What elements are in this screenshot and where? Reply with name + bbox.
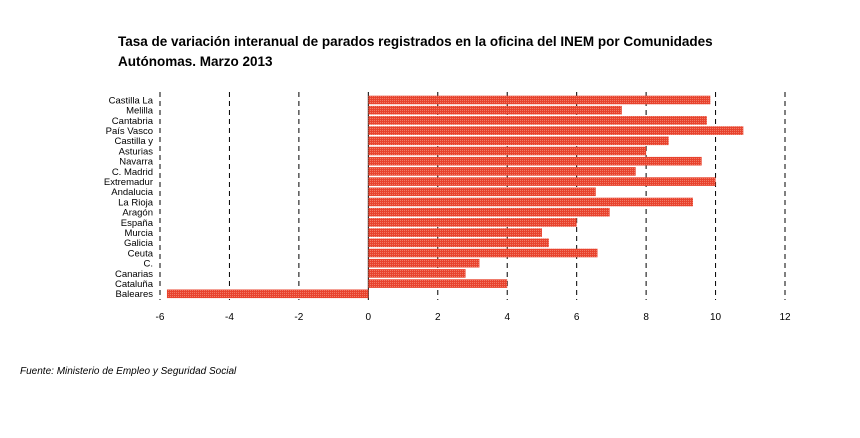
category-label: España <box>121 218 154 229</box>
bar <box>166 289 369 299</box>
bar <box>368 207 610 217</box>
bar <box>368 248 598 258</box>
category-label: Asturias <box>119 146 154 157</box>
bar <box>368 269 466 278</box>
category-label: La Rioja <box>118 197 154 208</box>
source-note: Fuente: Ministerio de Empleo y Seguridad… <box>20 366 237 377</box>
category-label: Castilla La <box>109 95 154 106</box>
x-tick-label: 0 <box>366 312 372 323</box>
category-label: Cataluña <box>115 279 154 290</box>
x-axis: -6 -4 -2 0 2 4 6 8 10 12 <box>156 312 791 323</box>
chart-title: Tasa de variación interanual de parados … <box>118 32 798 72</box>
category-label: Navarra <box>119 157 154 168</box>
category-label: C. <box>144 259 154 270</box>
category-label: Galicia <box>124 238 154 249</box>
bar <box>368 218 577 227</box>
category-label: Baleares <box>116 289 154 300</box>
bar <box>368 105 622 115</box>
bar <box>368 228 542 237</box>
x-tick-label: 10 <box>710 312 722 323</box>
bar <box>368 197 693 207</box>
category-label: Canarias <box>115 269 153 280</box>
chart-title-line-2: Autónomas. Marzo 2013 <box>118 54 273 69</box>
bar <box>368 136 669 146</box>
x-tick-label: 4 <box>504 312 510 323</box>
bar <box>368 187 596 197</box>
category-label: Andalucia <box>111 187 153 198</box>
category-label: C. Madrid <box>112 167 153 178</box>
bar <box>368 279 508 288</box>
x-tick-label: -2 <box>294 312 303 323</box>
bar <box>368 95 711 105</box>
bar <box>368 238 549 248</box>
x-tick-label: 2 <box>435 312 441 323</box>
bar <box>368 156 702 166</box>
x-tick-label: 12 <box>779 312 791 323</box>
bar <box>368 126 744 135</box>
bar <box>368 167 636 176</box>
bar <box>368 177 716 186</box>
category-label: Melilla <box>126 106 154 117</box>
category-label: Murcia <box>124 228 153 239</box>
bars <box>166 95 744 299</box>
x-tick-label: 6 <box>574 312 580 323</box>
x-tick-label: -4 <box>225 312 234 323</box>
x-tick-label: -6 <box>156 312 165 323</box>
category-label: Aragón <box>122 208 153 219</box>
category-label: Extremadur <box>104 177 153 188</box>
category-label: Castilla y <box>114 136 153 147</box>
bar <box>368 258 480 268</box>
x-tick-label: 8 <box>643 312 649 323</box>
category-label: Ceuta <box>128 248 154 259</box>
category-label: País Vasco <box>106 126 153 137</box>
chart-title-line-1: Tasa de variación interanual de parados … <box>118 34 713 49</box>
bar <box>368 116 707 125</box>
category-label: Cantabria <box>112 116 154 127</box>
bar <box>368 146 647 156</box>
